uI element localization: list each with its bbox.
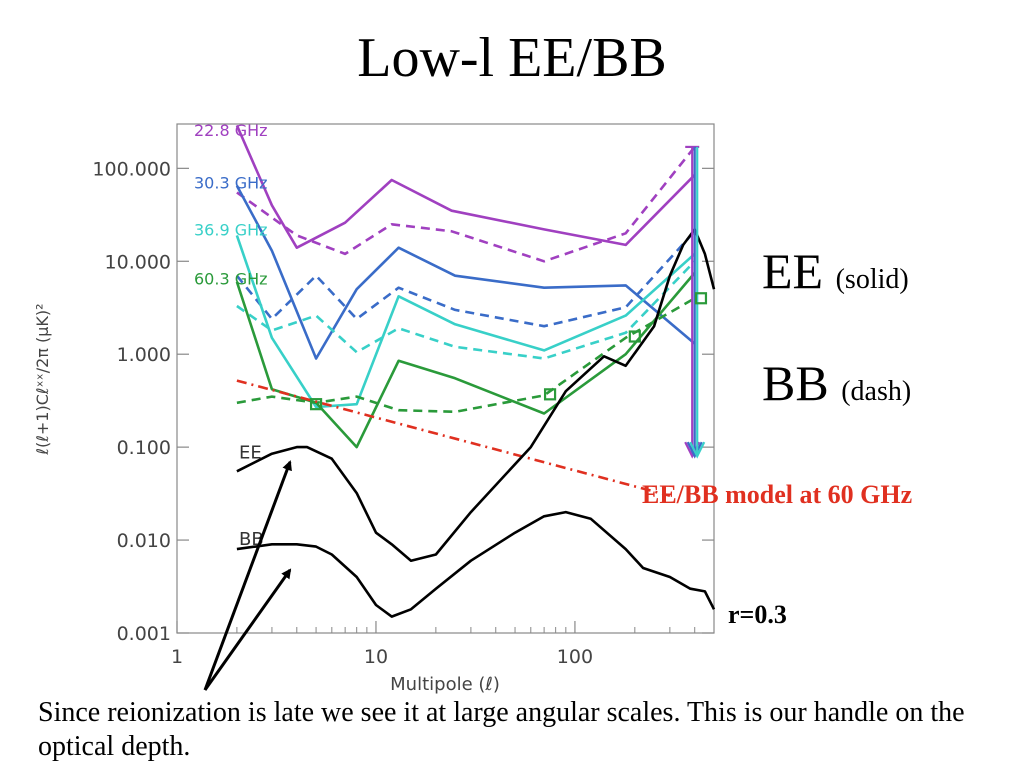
band-label: 36.9 GHz [194,220,268,239]
plot-frame [176,123,715,634]
upper-limit-arrowhead [689,441,706,459]
series-line-ee-bb-model-at-60-ghz [236,379,671,497]
model-label: EE/BB model at 60 GHz [642,480,913,509]
bb-legend: BB (dash) [762,354,911,412]
y-tick-label: 10.000 [105,251,171,273]
annotation-arrow-bb [203,568,292,691]
x-tick-label: 100 [557,646,593,668]
series-line-36-9-ghz-bb [236,260,696,360]
y-axis-label: ℓ(ℓ+1)Cℓˣˣ/2π (μK)² [33,303,52,455]
series-line-30-3-ghz-bb [235,230,696,328]
bb-legend-note: (dash) [841,376,912,407]
r-label: r=0.3 [728,600,787,629]
slide-title: Low-l EE/BB [357,27,667,89]
series-line-22-8-ghz-ee [235,124,696,249]
data-marker [309,398,323,411]
series-line-60-3-ghz-bb [236,297,696,414]
series-line-ee [236,228,716,563]
x-axis-label: Multipole (ℓ) [390,674,500,695]
ee-legend: EE (solid) [762,242,909,300]
series-line-60-3-ghz-ee [235,272,696,449]
annotation-arrow-ee [203,460,292,691]
y-tick-label: 0.100 [117,437,171,459]
bb-legend-label: BB [762,355,829,411]
data-marker [543,388,557,401]
band-label: 60.3 GHz [194,270,268,289]
y-tick-label: 100.000 [92,158,171,180]
annotation-arrows [203,460,292,691]
ee-legend-label: EE [762,243,824,299]
curve-label: EE [239,443,262,464]
y-tick-label: 1.000 [117,344,171,366]
caption: Since reionization is late we see it at … [38,697,965,762]
series-line-bb [236,510,716,618]
data-marker [628,330,641,343]
ee-legend-note: (solid) [835,264,909,295]
upper-limit-arrowhead [686,441,703,459]
y-tick-label: 0.001 [117,623,171,645]
x-tick-label: 1 [171,646,183,668]
series-group [235,124,716,618]
band-label: 30.3 GHz [194,174,268,193]
x-tick-label: 10 [364,646,388,668]
series-line-30-3-ghz-ee [235,185,696,360]
series-line-36-9-ghz-ee [235,234,696,409]
series-line-22-8-ghz-bb [236,146,696,263]
y-tick-label: 0.010 [117,530,171,552]
band-label: 22.8 GHz [194,121,268,140]
axis-ticks: 1 10 100 0.001 0.010 0.100 1.000 10.000 100.000 [92,158,715,668]
data-marker [694,292,708,305]
